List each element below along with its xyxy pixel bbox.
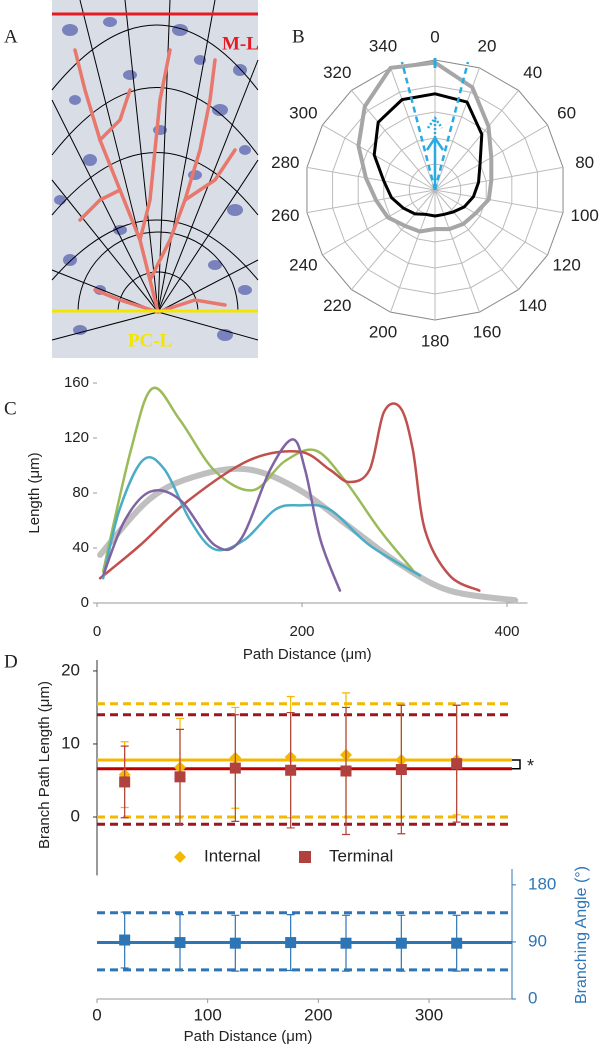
angle-label: 200 [369,322,397,341]
legend-marker [299,851,311,863]
x-tick-label: 0 [93,623,101,640]
marker-square [229,762,241,774]
y-tick-label: 40 [72,539,89,556]
legend-label: Internal [204,846,261,865]
polar-spoke [306,166,436,191]
x-tick-label: 200 [289,623,314,640]
x-tick-label: 100 [193,1005,221,1024]
layer-label: M-L [222,33,259,54]
y-tick-label: 0 [71,806,80,825]
polar-spoke [434,189,480,313]
y2-tick-label: 0 [528,988,537,1007]
marker-square [119,776,131,788]
x-tick-label: 200 [304,1005,332,1024]
y-tick-label: 120 [64,429,89,446]
angle-label: 220 [323,296,351,315]
line-series [101,438,342,592]
marker-square [451,937,463,949]
layer-label: PC-L [128,330,172,351]
line-series [101,386,414,573]
polar-spoke [322,124,436,191]
polar-curve [356,60,494,234]
panel-label: C [4,398,17,419]
y-tick-label: 20 [61,660,80,679]
polar-curve [372,92,484,218]
y-axis-title: Branch Path Length (μm) [36,681,53,849]
panel-a-image [51,0,259,358]
y-tick-label: 10 [61,733,80,752]
legend-marker [174,851,186,863]
marker-square [174,771,186,783]
y2-tick-label: 90 [528,931,547,950]
y-axis-title: Length (μm) [26,452,43,533]
marker-square [229,937,241,949]
sholl-grid [51,0,259,341]
x-tick-label: 0 [92,1005,101,1024]
line-series [98,402,481,592]
panel-label: B [292,26,305,47]
marker-square [119,934,131,946]
polar-spoke [434,166,564,191]
angle-label: 100 [571,206,599,225]
x-tick-label: 300 [415,1005,443,1024]
marker-square [340,765,352,777]
line-series [97,465,519,604]
polar-spoke [390,189,436,313]
angle-label: 260 [271,206,299,225]
mean-direction [400,58,470,191]
polar-spoke [351,189,436,290]
significance-bracket [512,759,521,770]
angle-label: 300 [289,103,317,122]
angle-label: 140 [519,296,547,315]
x-axis-title: Path Distance (μm) [243,646,372,663]
angle-label: 0 [430,27,439,46]
polar-spoke [434,90,519,191]
dendrites [73,48,237,314]
legend-label: Terminal [329,846,393,865]
angle-label: 20 [478,37,497,56]
angle-label: 180 [421,331,449,350]
y-tick-label: 0 [81,594,89,611]
polar-spoke [306,189,436,214]
polar-spoke [390,67,436,191]
significance-mark: * [527,756,534,776]
angle-label: 160 [473,322,501,341]
panel-label: D [4,651,18,672]
polar-spoke [434,189,548,256]
angle-label: 320 [323,63,351,82]
y-tick-label: 80 [72,484,89,501]
marker-square [451,758,463,770]
marker-square [395,764,407,776]
marker-square [395,937,407,949]
panel-label: A [4,26,18,47]
angle-label: 240 [289,255,317,274]
x-tick-label: 400 [494,623,519,640]
y2-axis-title: Branching Angle (°) [573,866,590,1004]
angle-label: 80 [575,153,594,172]
angle-label: 120 [552,255,580,274]
angle-label: 40 [523,63,542,82]
angle-label: 280 [271,153,299,172]
polar-spoke [434,189,519,290]
polar-spoke [434,189,564,214]
marker-square [340,937,352,949]
angle-label: 340 [369,37,397,56]
marker-square [285,764,297,776]
marker-square [285,937,297,949]
polar-spoke [322,189,436,256]
marker-square [174,937,186,949]
angle-label: 60 [557,103,576,122]
y-tick-label: 160 [64,374,89,391]
x-axis-title: Path Distance (μm) [184,1028,313,1045]
y2-tick-label: 180 [528,874,556,893]
